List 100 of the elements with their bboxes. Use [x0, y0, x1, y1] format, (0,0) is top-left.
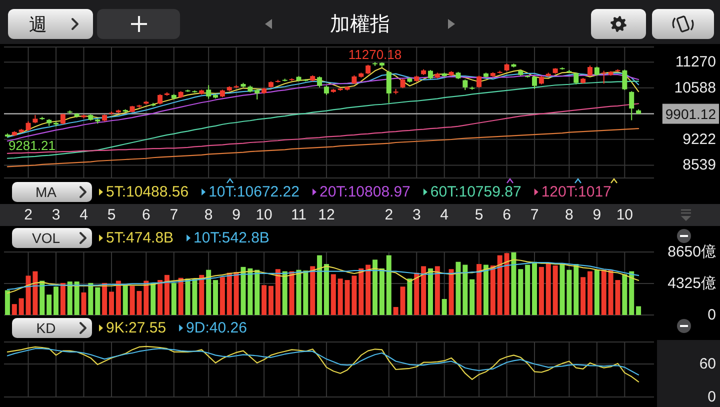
ref-line-label: 9901.12	[665, 106, 716, 122]
bar	[574, 264, 579, 315]
bar	[81, 292, 86, 315]
bar	[102, 282, 108, 315]
bar	[629, 271, 634, 315]
bar	[226, 272, 232, 315]
bar	[60, 282, 66, 315]
bar	[171, 282, 176, 315]
legend-label: 60T:10759.87	[430, 184, 522, 200]
x-tick-label: 5	[107, 206, 116, 224]
bar	[108, 292, 114, 315]
legend-title: MA	[36, 184, 58, 200]
candlestick	[462, 78, 468, 91]
bar	[483, 264, 488, 315]
x-tick-label: 10	[616, 206, 634, 224]
candlestick	[532, 76, 538, 90]
chart-title: 加權指	[330, 14, 390, 36]
bar	[386, 255, 392, 315]
bar	[95, 287, 100, 315]
bar	[150, 282, 156, 315]
bar	[330, 274, 336, 315]
legend-label: 5T:10488.56	[106, 184, 189, 200]
y-tick-label: 0	[708, 388, 716, 406]
bar	[296, 270, 302, 315]
bar	[497, 255, 502, 315]
candlestick	[158, 94, 163, 105]
x-tick-label: 12	[318, 206, 335, 224]
bar	[476, 264, 482, 315]
candlestick	[594, 66, 600, 76]
legend-label: 10T:10672.22	[208, 184, 300, 200]
x-tick-label: 6	[502, 206, 511, 224]
x-tick-label: 3	[52, 206, 60, 224]
bar	[67, 281, 72, 315]
bar	[144, 280, 149, 315]
bar	[434, 266, 440, 315]
bar	[366, 264, 371, 315]
bar	[220, 277, 225, 315]
annotation: 9281.21	[8, 138, 56, 154]
bar	[116, 280, 121, 315]
x-tick-label: 4	[80, 206, 88, 224]
line-series	[6, 80, 640, 159]
x-tick-label: 2	[384, 206, 394, 224]
x-tick-label: 4	[440, 206, 449, 224]
x-tick-label: 7	[170, 206, 178, 224]
bar	[470, 279, 475, 315]
candlestick	[622, 69, 628, 91]
x-tick-label: 6	[142, 206, 150, 224]
bar	[88, 282, 94, 315]
y-tick-label: 8539	[682, 156, 716, 174]
legend-label: 10T:542.8B	[194, 230, 270, 246]
bar	[587, 271, 592, 315]
bar	[566, 270, 572, 315]
x-tick-label: 11	[290, 206, 307, 224]
candlestick	[629, 90, 634, 121]
bar	[393, 306, 398, 315]
bar	[178, 278, 184, 315]
bar	[206, 270, 212, 315]
candlestick	[476, 75, 482, 88]
bar	[234, 272, 239, 315]
y-tick-label: 10588	[674, 79, 716, 96]
bar	[158, 280, 163, 315]
candlestick	[324, 85, 329, 96]
legend-label: 5T:474.8B	[106, 230, 174, 246]
bar	[248, 268, 253, 315]
y-tick-label: 4325億	[668, 275, 716, 292]
bar	[74, 281, 80, 315]
x-tick-label: 8	[565, 206, 574, 224]
x-tick-label: 10	[256, 206, 272, 224]
candlestick	[254, 88, 260, 100]
bar	[511, 252, 516, 315]
text: 週	[29, 14, 47, 34]
bar	[213, 280, 218, 315]
bar	[532, 262, 538, 315]
bar	[46, 294, 52, 315]
candlestick	[386, 70, 392, 104]
candlestick	[206, 84, 212, 100]
bar	[324, 264, 329, 315]
legend-title: KD	[36, 320, 56, 336]
candlestick	[26, 120, 31, 132]
bar	[594, 270, 600, 315]
y-tick-label: 8650億	[668, 244, 716, 260]
bar	[262, 285, 267, 315]
bar	[580, 277, 586, 315]
bar	[428, 268, 433, 315]
x-tick-label: 3	[412, 206, 421, 224]
annotation: 11270.18	[348, 47, 402, 62]
candlestick	[587, 65, 592, 77]
bar	[338, 278, 343, 315]
legend-label: 9D:40.26	[186, 320, 247, 336]
bar	[317, 255, 322, 315]
candlestick	[317, 76, 322, 88]
bar	[122, 285, 128, 315]
x-tick-label: 5	[474, 206, 484, 224]
bar	[164, 274, 170, 315]
candlestick	[428, 70, 433, 80]
legend-label: 120T:1017	[541, 184, 612, 200]
bar	[400, 286, 406, 315]
bar	[421, 266, 426, 315]
bar	[268, 286, 274, 315]
legend-label: 20T:10808.97	[319, 184, 410, 200]
